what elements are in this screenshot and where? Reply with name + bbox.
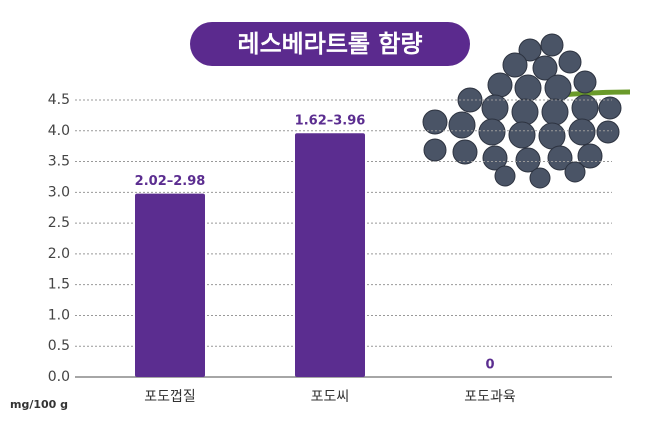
x-tick-label: 포도씨 xyxy=(311,389,350,405)
value-label: 0 xyxy=(485,358,494,373)
value-label: 2.02–2.98 xyxy=(135,174,206,189)
y-tick-label: 0.5 xyxy=(48,338,70,354)
x-tick-label: 포도껍질 xyxy=(144,389,196,405)
unit-label: mg/100 g xyxy=(10,398,68,411)
y-tick-label: 2.0 xyxy=(48,246,70,262)
y-tick-label: 2.5 xyxy=(48,215,70,231)
value-label: 1.62–3.96 xyxy=(295,114,366,129)
x-tick-label: 포도과육 xyxy=(464,389,516,405)
y-tick-label: 0.0 xyxy=(48,369,70,385)
y-tick-label: 1.0 xyxy=(48,307,70,323)
y-tick-label: 3.5 xyxy=(48,154,70,170)
y-tick-label: 3.0 xyxy=(48,184,70,200)
bar xyxy=(295,133,365,377)
y-tick-label: 4.0 xyxy=(48,123,70,139)
y-tick-label: 4.5 xyxy=(48,92,70,108)
chart-title: 레스베라트롤 함량 xyxy=(238,30,423,58)
title-pill xyxy=(190,22,470,66)
y-tick-label: 1.5 xyxy=(48,277,70,293)
bar xyxy=(135,193,205,377)
grapes-illustration xyxy=(422,33,631,189)
